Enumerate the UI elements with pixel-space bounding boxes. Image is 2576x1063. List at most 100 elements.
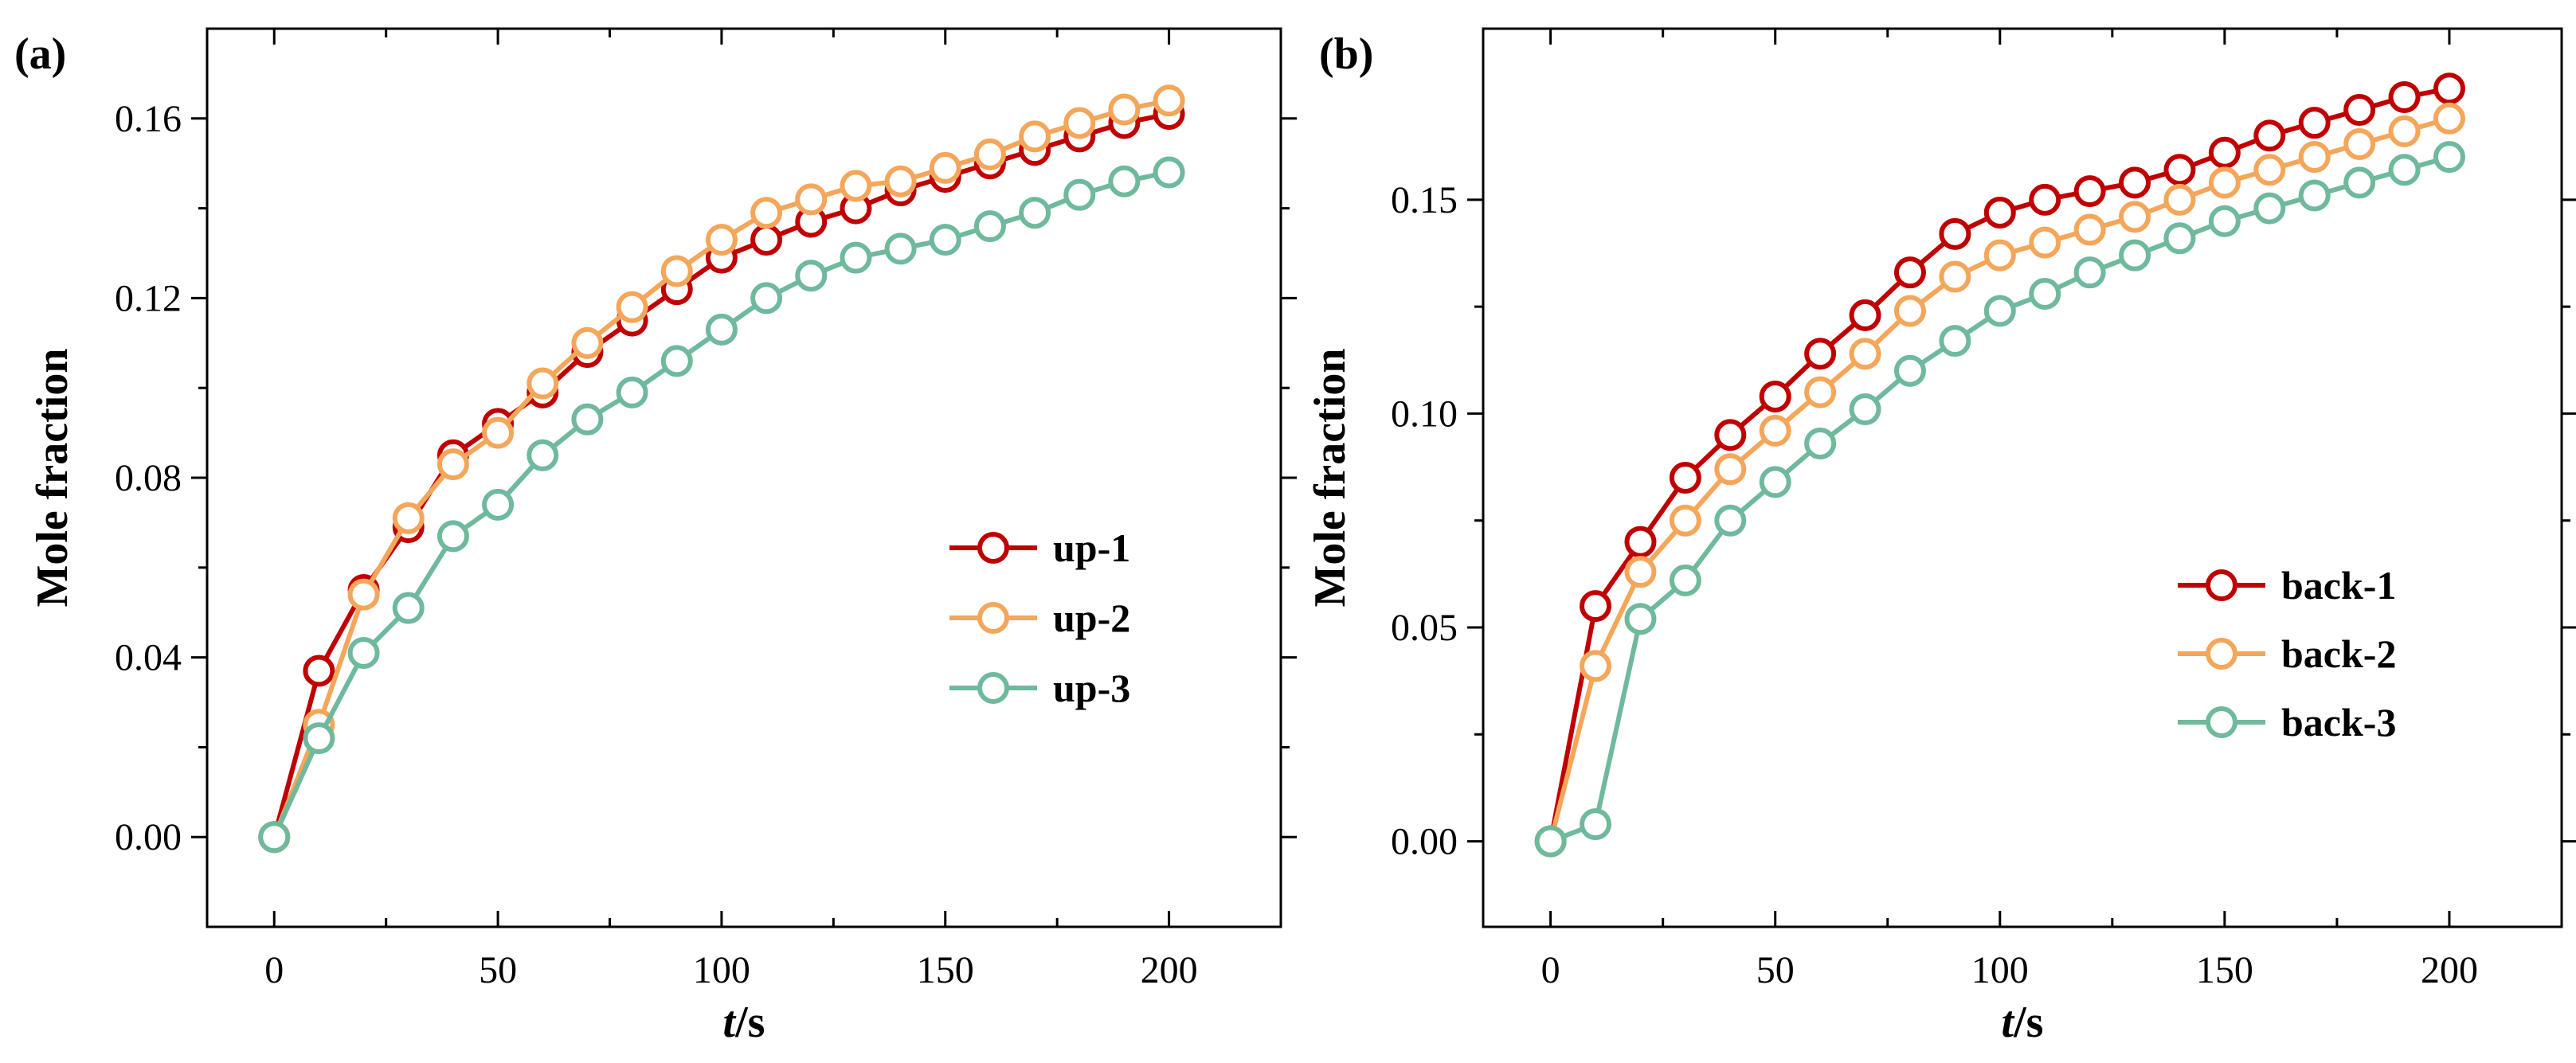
chart-a-point-up-3 [437, 520, 469, 553]
chart-a-point-up-1 [303, 655, 335, 687]
chart-b-point-back-2 [1939, 260, 1971, 293]
chart-b-point-back-1 [1624, 526, 1657, 558]
chart-a-x-tick-label: 50 [479, 949, 517, 991]
chart-a-point-up-2 [1153, 84, 1185, 117]
chart-b-point-back-3 [2119, 239, 2151, 272]
chart-b-point-back-2 [1804, 376, 1837, 408]
chart-a-point-up-2 [437, 448, 469, 481]
chart-b-x-tick-label: 100 [1971, 949, 2029, 991]
chart-a-point-up-3 [705, 313, 738, 346]
chart-a-point-up-3 [660, 345, 693, 377]
chart-a-point-up-2 [660, 255, 693, 287]
chart-b-point-back-1 [1939, 217, 1971, 250]
chart-a-y-tick-label: 0.16 [115, 98, 182, 140]
chart-b-point-back-3 [1714, 504, 1747, 537]
panel-b: (b) 0 50 100 150 200 0.00 0.05 0.10 0.15 t/s Mole f… [1306, 27, 2576, 1047]
chart-b-point-back-2 [2388, 115, 2421, 147]
chart-a-point-up-3 [258, 821, 291, 854]
chart-b-point-back-3 [2388, 154, 2421, 186]
chart-a-point-up-3 [795, 260, 828, 292]
chart-a-y-tick-label: 0.04 [115, 637, 182, 679]
chart-b-point-back-1 [1580, 590, 1612, 623]
chart-b-point-back-2 [2208, 166, 2241, 199]
chart-b-point-back-1 [1849, 299, 1881, 331]
chart-b-point-back-3 [1580, 808, 1612, 841]
chart-a-x-tick-label: 200 [1141, 949, 1198, 991]
chart-b-point-back-3 [1534, 825, 1567, 858]
chart-a-x-tick-label: 100 [693, 949, 750, 991]
chart-a-point-up-3 [303, 722, 335, 755]
chart-a-point-up-2 [795, 183, 828, 216]
chart-b-point-back-2 [2343, 128, 2376, 161]
chart-a-point-up-2 [929, 151, 961, 184]
chart-a-point-up-2 [750, 197, 783, 229]
chart-b-point-back-1 [2388, 80, 2421, 113]
chart-b-x-tick-label: 150 [2196, 949, 2253, 991]
chart-b-point-back-1 [1983, 196, 2016, 229]
chart-a-legend-marker-up-2 [977, 602, 1009, 634]
chart-b-legend-label-back-2: back-2 [2281, 631, 2396, 676]
chart-b-point-back-1 [1759, 380, 1791, 412]
chart-b-point-back-2 [1669, 504, 1701, 537]
chart-a-panel-label: (a) [14, 29, 66, 79]
chart-b-y-tick-label: 0.10 [1391, 393, 1458, 435]
chart-a-point-up-2 [973, 138, 1006, 170]
chart-a-point-up-2 [392, 502, 425, 534]
chart-a-point-up-2 [884, 165, 917, 197]
chart-b-point-back-1 [2298, 107, 2331, 139]
chart-b-y-axis-title: Mole fraction [1306, 349, 1355, 608]
chart-a-y-tick-label: 0.08 [115, 457, 182, 499]
chart-b-point-back-1 [2163, 154, 2196, 186]
panel-a: (a) 0 50 100 150 200 0.00 0.04 0.08 0.12 0.16 t/s Mo… [14, 27, 1297, 1047]
chart-b-point-back-2 [1983, 239, 2016, 272]
chart-b-x-tick-label: 0 [1541, 949, 1560, 991]
chart-b-x-tick-label: 200 [2421, 949, 2478, 991]
chart-b-point-back-2 [1893, 295, 1926, 327]
chart-b-legend-marker-back-1 [2206, 569, 2237, 601]
chart-a-point-up-2 [1063, 107, 1096, 139]
chart-b-point-back-3 [1804, 428, 1837, 460]
chart-b-point-back-3 [1624, 603, 1657, 635]
chart-b-y-tick-label: 0.05 [1391, 607, 1458, 649]
chart-a-point-up-3 [571, 403, 604, 436]
chart-a-point-up-2 [1019, 120, 1051, 153]
chart-a-point-up-2 [840, 170, 872, 202]
chart-b-panel-label: (b) [1319, 29, 1373, 79]
chart-b-point-back-3 [1759, 466, 1791, 498]
chart-b-plot-frame [1482, 27, 2563, 928]
chart-b-legend-marker-back-3 [2206, 706, 2237, 738]
chart-b-y-tick-label: 0.15 [1391, 179, 1458, 221]
chart-a-x-axis-title: t/s [723, 998, 765, 1047]
chart-b-point-back-2 [2163, 183, 2196, 216]
chart-a-legend-label-up-2: up-2 [1053, 596, 1130, 640]
chart-b-point-back-3 [2163, 222, 2196, 255]
chart-a-legend-label-up-3: up-3 [1053, 666, 1130, 710]
chart-a-x-tick-label: 150 [917, 949, 974, 991]
chart-a-point-up-3 [616, 376, 648, 408]
chart-a-point-up-2 [482, 416, 515, 449]
chart-a-point-up-2 [705, 224, 738, 256]
chart-b-point-back-3 [1939, 325, 1971, 358]
chart-b-point-back-2 [2298, 141, 2331, 174]
chart-b-point-back-3 [1669, 564, 1701, 596]
chart-a-y-tick-label: 0.12 [115, 277, 182, 319]
chart-a-legend-label-up-1: up-1 [1053, 526, 1130, 570]
chart-b-point-back-1 [2073, 175, 2106, 208]
chart-b-point-back-2 [2073, 213, 2106, 246]
chart-b-point-back-3 [2298, 179, 2331, 212]
chart-a-legend-marker-up-1 [977, 532, 1009, 564]
chart-b-point-back-1 [2343, 94, 2376, 127]
chart-a-point-up-2 [1108, 93, 1141, 126]
chart-b-point-back-2 [2119, 201, 2151, 233]
chart-b-point-back-3 [1983, 295, 2016, 327]
chart-a-y-tick-label: 0.00 [115, 816, 182, 858]
chart-a-point-up-3 [1108, 165, 1141, 197]
chart-a-point-up-3 [750, 282, 783, 315]
chart-b-point-back-2 [2433, 102, 2465, 135]
chart-b-point-back-3 [1849, 393, 1881, 426]
chart-b-x-axis-title: t/s [2002, 998, 2044, 1047]
chart-b-point-back-3 [1893, 354, 1926, 387]
chart-b-point-back-3 [2343, 166, 2376, 199]
chart-b-legend-marker-back-2 [2206, 638, 2237, 670]
chart-b-point-back-1 [1669, 462, 1701, 494]
